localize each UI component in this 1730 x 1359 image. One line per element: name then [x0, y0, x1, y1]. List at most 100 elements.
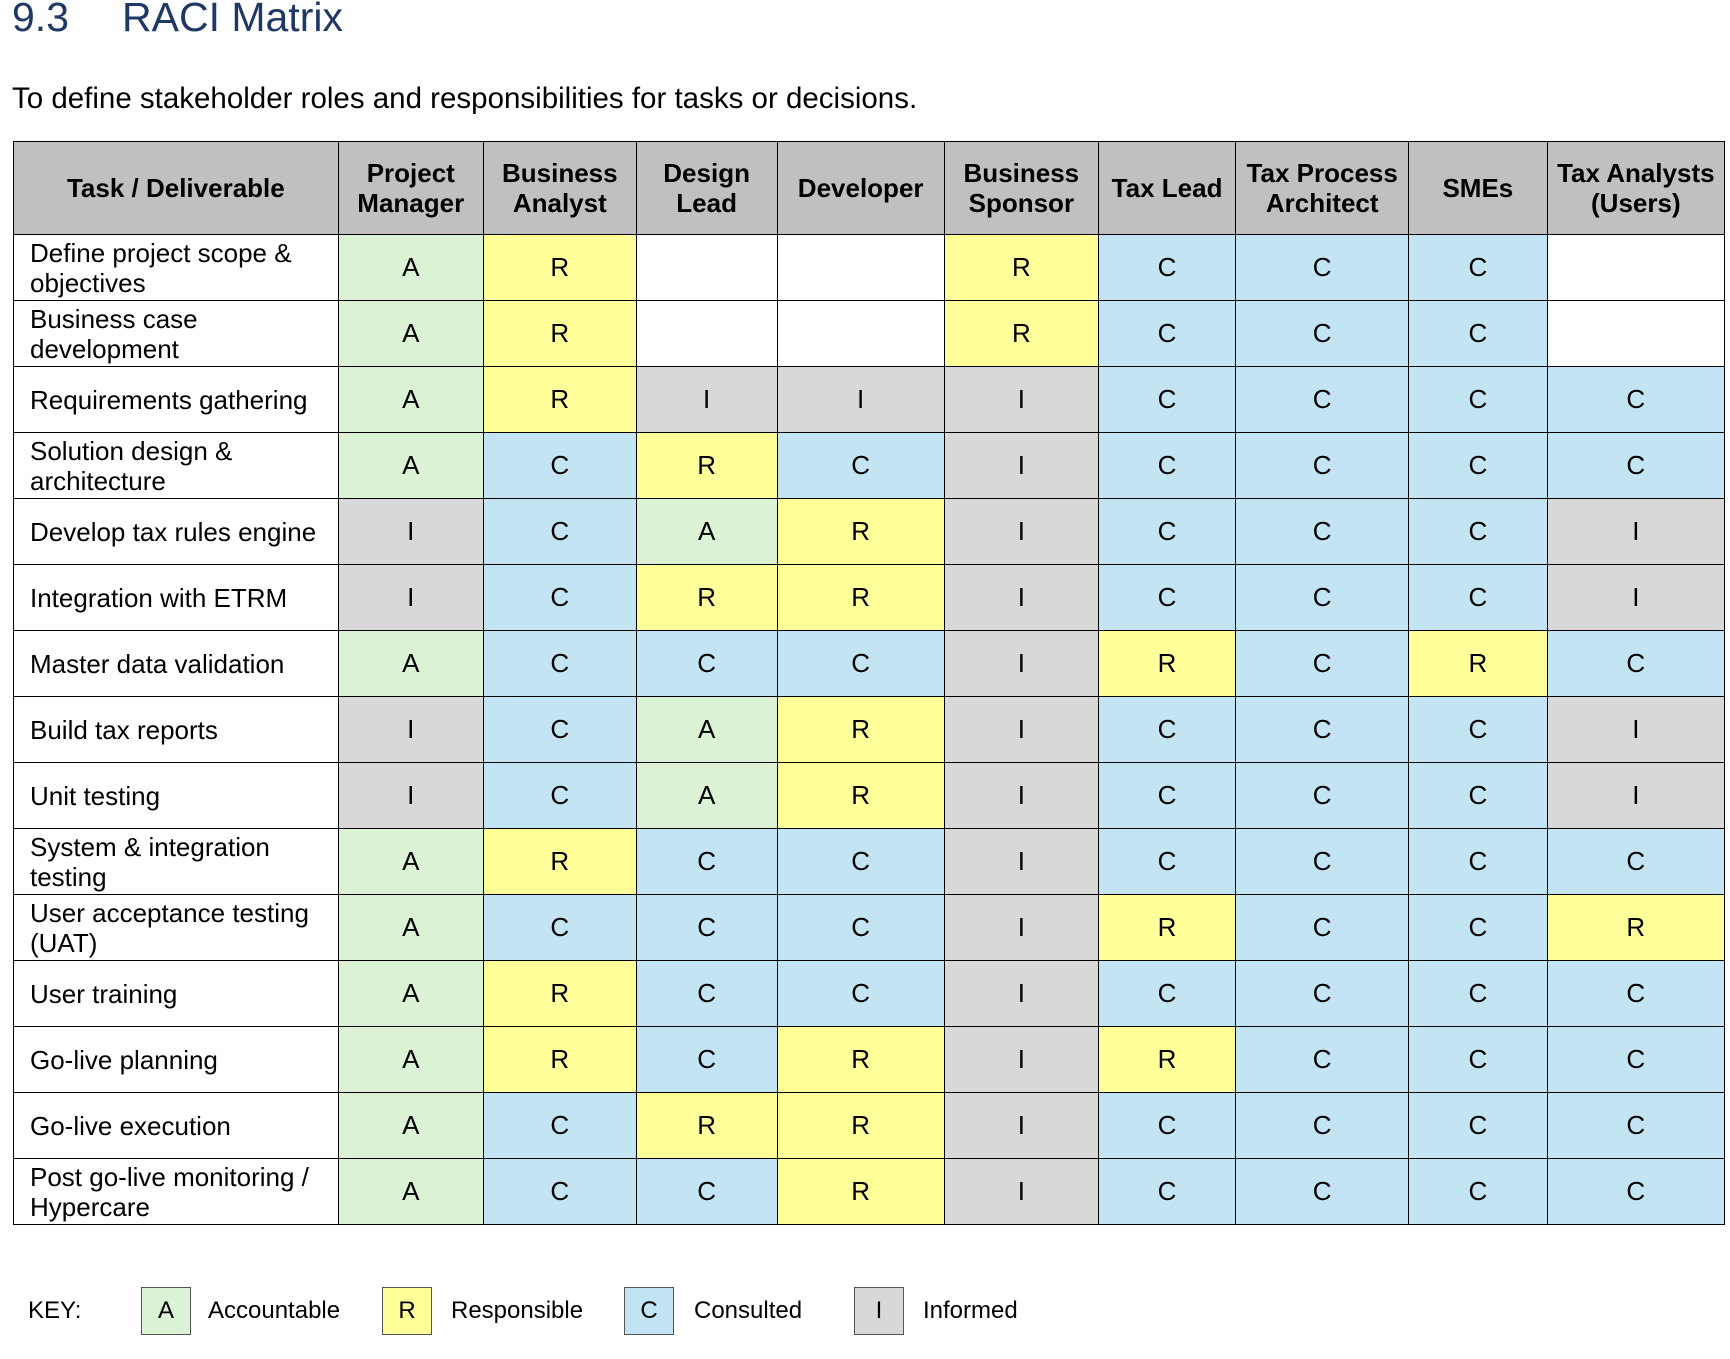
column-header-role: SMEs: [1408, 141, 1548, 235]
role-cell: I: [943, 1026, 1099, 1093]
role-cell: C: [1408, 300, 1548, 367]
column-header-role: Business Sponsor: [943, 141, 1099, 235]
legend: KEY: A Accountable R Responsible C Consu…: [28, 1287, 1728, 1335]
legend-swatch-responsible: R: [382, 1287, 432, 1335]
task-cell: User acceptance testing (UAT): [13, 894, 339, 961]
role-cell: [1546, 300, 1726, 367]
task-cell: User training: [13, 960, 339, 1027]
role-cell: C: [1097, 828, 1237, 895]
role-cell: C: [1408, 762, 1548, 829]
role-cell: C: [1546, 1092, 1726, 1159]
role-cell: I: [337, 696, 484, 763]
legend-text-informed: Informed: [923, 1297, 1018, 1324]
role-cell: A: [337, 366, 484, 433]
task-cell: Integration with ETRM: [13, 564, 339, 631]
legend-swatch-consulted: C: [624, 1287, 674, 1335]
role-cell: C: [1546, 1026, 1726, 1093]
role-cell: C: [635, 960, 778, 1027]
role-cell: R: [482, 234, 637, 301]
raci-body: Define project scope & objectives A R R C C C B…: [13, 234, 1726, 1225]
role-cell: A: [337, 960, 484, 1027]
role-cell: A: [337, 234, 484, 301]
role-cell: C: [1408, 366, 1548, 433]
role-cell: C: [1097, 366, 1237, 433]
role-cell: I: [943, 432, 1099, 499]
role-cell: I: [943, 498, 1099, 565]
role-cell: I: [943, 828, 1099, 895]
role-cell: [776, 300, 945, 367]
role-cell: C: [1408, 1026, 1548, 1093]
role-cell: C: [1546, 630, 1726, 697]
task-cell: Develop tax rules engine: [13, 498, 339, 565]
role-cell: C: [1546, 366, 1726, 433]
role-cell: R: [635, 1092, 778, 1159]
column-header-role: Tax Analysts (Users): [1546, 141, 1726, 235]
role-cell: C: [1408, 498, 1548, 565]
task-cell: Unit testing: [13, 762, 339, 829]
role-cell: R: [1408, 630, 1548, 697]
task-cell: Go-live planning: [13, 1026, 339, 1093]
role-cell: I: [943, 1158, 1099, 1225]
role-cell: R: [776, 1026, 945, 1093]
role-cell: C: [1097, 762, 1237, 829]
role-cell: C: [1235, 300, 1410, 367]
role-cell: R: [943, 234, 1099, 301]
role-cell: I: [337, 564, 484, 631]
role-cell: C: [776, 828, 945, 895]
role-cell: C: [1097, 564, 1237, 631]
table-row: User training A R C C I C C C C: [13, 960, 1726, 1027]
task-cell: Business case development: [13, 300, 339, 367]
role-cell: C: [1235, 630, 1410, 697]
role-cell: C: [1408, 1092, 1548, 1159]
role-cell: C: [482, 1092, 637, 1159]
role-cell: I: [1546, 564, 1726, 631]
column-header-role: Business Analyst: [482, 141, 637, 235]
role-cell: A: [337, 432, 484, 499]
role-cell: [1546, 234, 1726, 301]
legend-label: KEY:: [28, 1297, 82, 1324]
role-cell: C: [1097, 960, 1237, 1027]
role-cell: C: [1235, 696, 1410, 763]
role-cell: A: [337, 1158, 484, 1225]
role-cell: I: [1546, 696, 1726, 763]
role-cell: I: [943, 1092, 1099, 1159]
role-cell: C: [1408, 828, 1548, 895]
section-number: 9.3: [12, 0, 69, 40]
role-cell: C: [1235, 960, 1410, 1027]
header-row: Task / Deliverable Project Manager Busines…: [13, 141, 1726, 235]
role-cell: C: [482, 762, 637, 829]
role-cell: R: [482, 828, 637, 895]
table-row: Unit testing I C A R I C C C I: [13, 762, 1726, 829]
column-header-task: Task / Deliverable: [13, 141, 339, 235]
role-cell: C: [1235, 564, 1410, 631]
role-cell: R: [482, 300, 637, 367]
role-cell: I: [1546, 762, 1726, 829]
role-cell: I: [943, 960, 1099, 1027]
task-cell: Post go-live monitoring / Hypercare: [13, 1158, 339, 1225]
legend-swatch-informed: I: [854, 1287, 904, 1335]
role-cell: I: [943, 564, 1099, 631]
table-row: Master data validation A C C C I R C R C: [13, 630, 1726, 697]
role-cell: C: [482, 696, 637, 763]
role-cell: A: [337, 1092, 484, 1159]
role-cell: C: [1235, 234, 1410, 301]
role-cell: R: [1097, 630, 1237, 697]
raci-table: Task / Deliverable Project Manager Busines…: [13, 141, 1726, 1225]
role-cell: R: [776, 762, 945, 829]
role-cell: I: [635, 366, 778, 433]
role-cell: C: [482, 498, 637, 565]
table-row: Post go-live monitoring / Hypercare A C C R I…: [13, 1158, 1726, 1225]
role-cell: C: [482, 432, 637, 499]
column-header-role: Tax Lead: [1097, 141, 1237, 235]
role-cell: C: [1097, 696, 1237, 763]
role-cell: A: [337, 300, 484, 367]
role-cell: C: [1097, 498, 1237, 565]
table-row: Solution design & architecture A C R C I C C C C: [13, 432, 1726, 499]
role-cell: C: [1097, 300, 1237, 367]
role-cell: R: [776, 1092, 945, 1159]
role-cell: C: [1235, 1026, 1410, 1093]
role-cell: C: [1097, 1092, 1237, 1159]
table-row: Develop tax rules engine I C A R I C C C I: [13, 498, 1726, 565]
legend-text-consulted: Consulted: [694, 1297, 803, 1324]
role-cell: I: [337, 762, 484, 829]
